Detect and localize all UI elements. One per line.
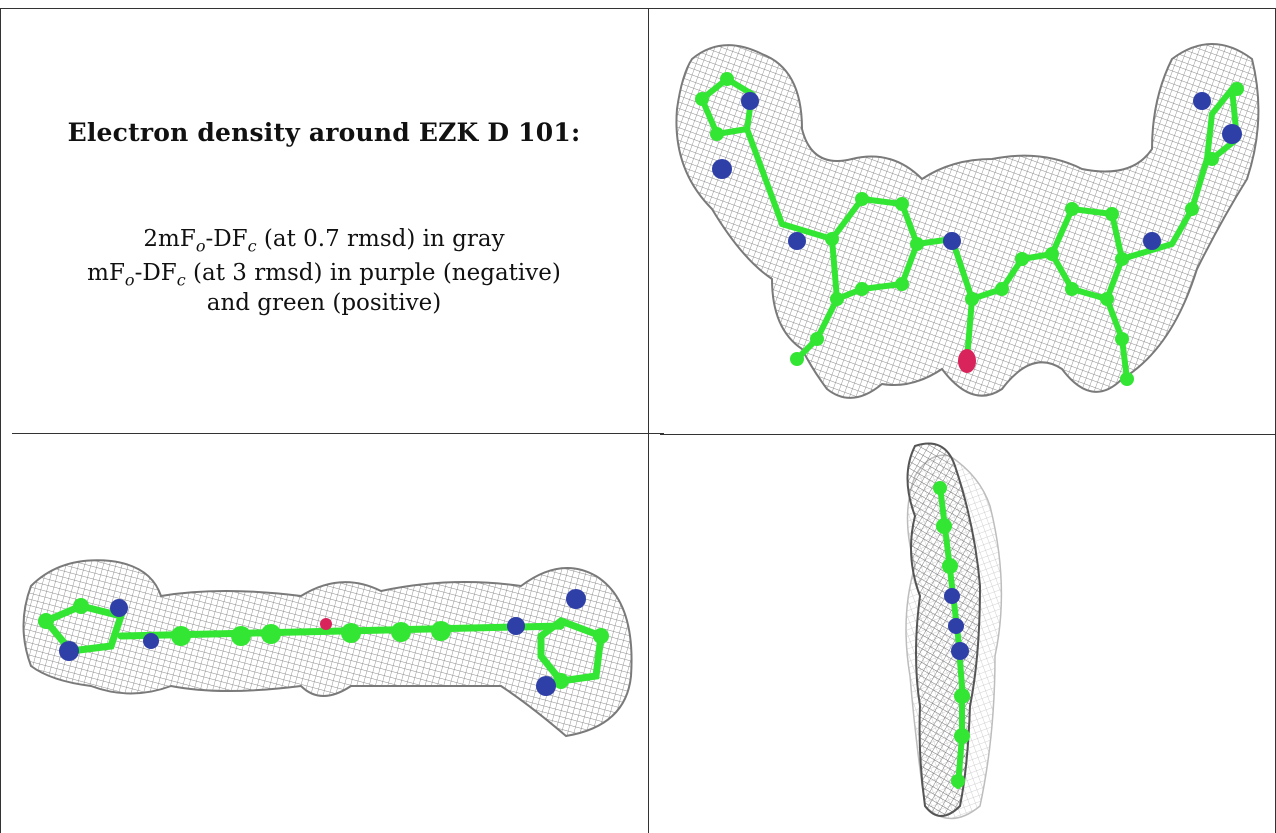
table-border-row-right [660,434,1276,435]
density-image-side-view [1,436,647,832]
caption-text: (at 3 rmsd) in purple (negative) [185,260,561,286]
table-border-middle [648,8,649,833]
caption-subscript: c [247,236,257,256]
density-image-top-view [652,9,1274,431]
caption-subscript: c [176,270,186,290]
table-border-row [12,433,664,434]
table-border-left [0,8,1,833]
caption-text: (at 0.7 rmsd) in gray [256,226,505,252]
caption-subscript: o [195,236,206,256]
caption-cell: Electron density around EZK D 101: 2mFo-… [0,0,648,433]
caption-line-green: and green (positive) [206,290,442,316]
table-border-top [0,8,1276,9]
caption-text: -DF [134,260,177,286]
caption-text: 2mF [143,226,196,252]
caption-line-mfo: mFo-DFc (at 3 rmsd) in purple (negative) [0,260,648,290]
caption-text: mF [87,260,125,286]
caption-line-2mfo: 2mFo-DFc (at 0.7 rmsd) in gray [0,226,648,256]
caption-subscript: o [124,270,135,290]
caption-title: Electron density around EZK D 101: [67,118,581,147]
caption-text: -DF [205,226,248,252]
density-image-end-view [650,436,1274,832]
